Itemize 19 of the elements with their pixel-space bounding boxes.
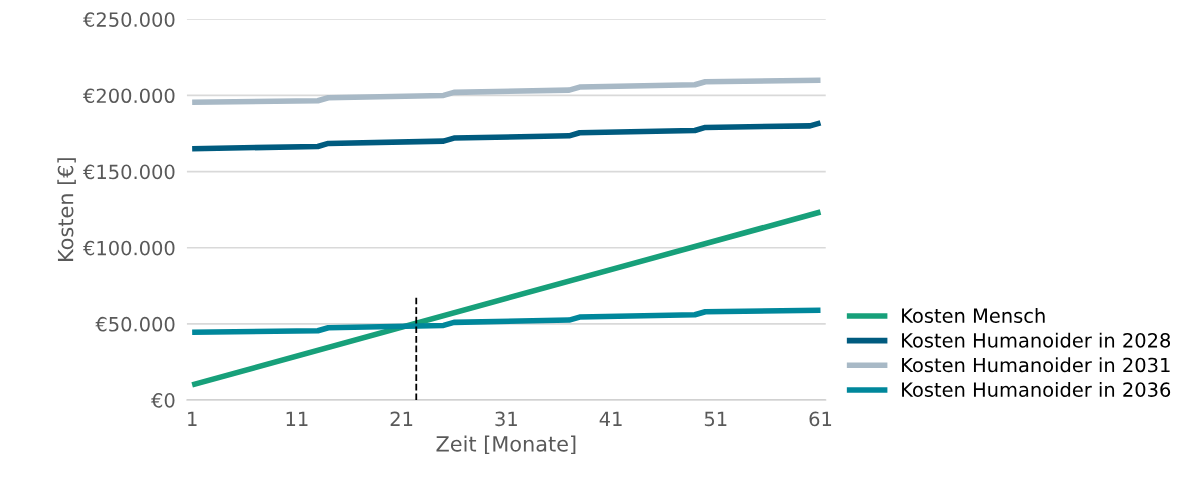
y-tick-label: €250.000 bbox=[83, 12, 175, 27]
x-tick-label: 51 bbox=[704, 411, 727, 427]
x-tick-label: 31 bbox=[495, 411, 517, 427]
x-tick-label: 11 bbox=[286, 411, 308, 426]
x-axis-title: Zeit [Monate] bbox=[436, 435, 576, 455]
y-axis-title: Kosten [€] bbox=[57, 158, 76, 261]
x-tick-label: 1 bbox=[188, 411, 197, 426]
y-tick-label: €150.000 bbox=[83, 164, 175, 180]
legend-label: Kosten Humanoider in 2031 bbox=[902, 357, 1170, 373]
y-tick-label: €100.000 bbox=[83, 240, 175, 256]
legend-label: Kosten Humanoider in 2028 bbox=[902, 332, 1171, 348]
x-tick-label: 61 bbox=[809, 411, 832, 427]
x-tick-label: 21 bbox=[390, 411, 413, 426]
y-tick-label: €200.000 bbox=[83, 88, 175, 104]
legend-label: Kosten Humanoider in 2036 bbox=[902, 381, 1171, 397]
y-tick-label: €50.000 bbox=[95, 316, 175, 332]
x-tick-label: 41 bbox=[599, 411, 622, 426]
legend-label: Kosten Mensch bbox=[902, 307, 1045, 324]
y-tick-label: €0 bbox=[151, 393, 175, 408]
